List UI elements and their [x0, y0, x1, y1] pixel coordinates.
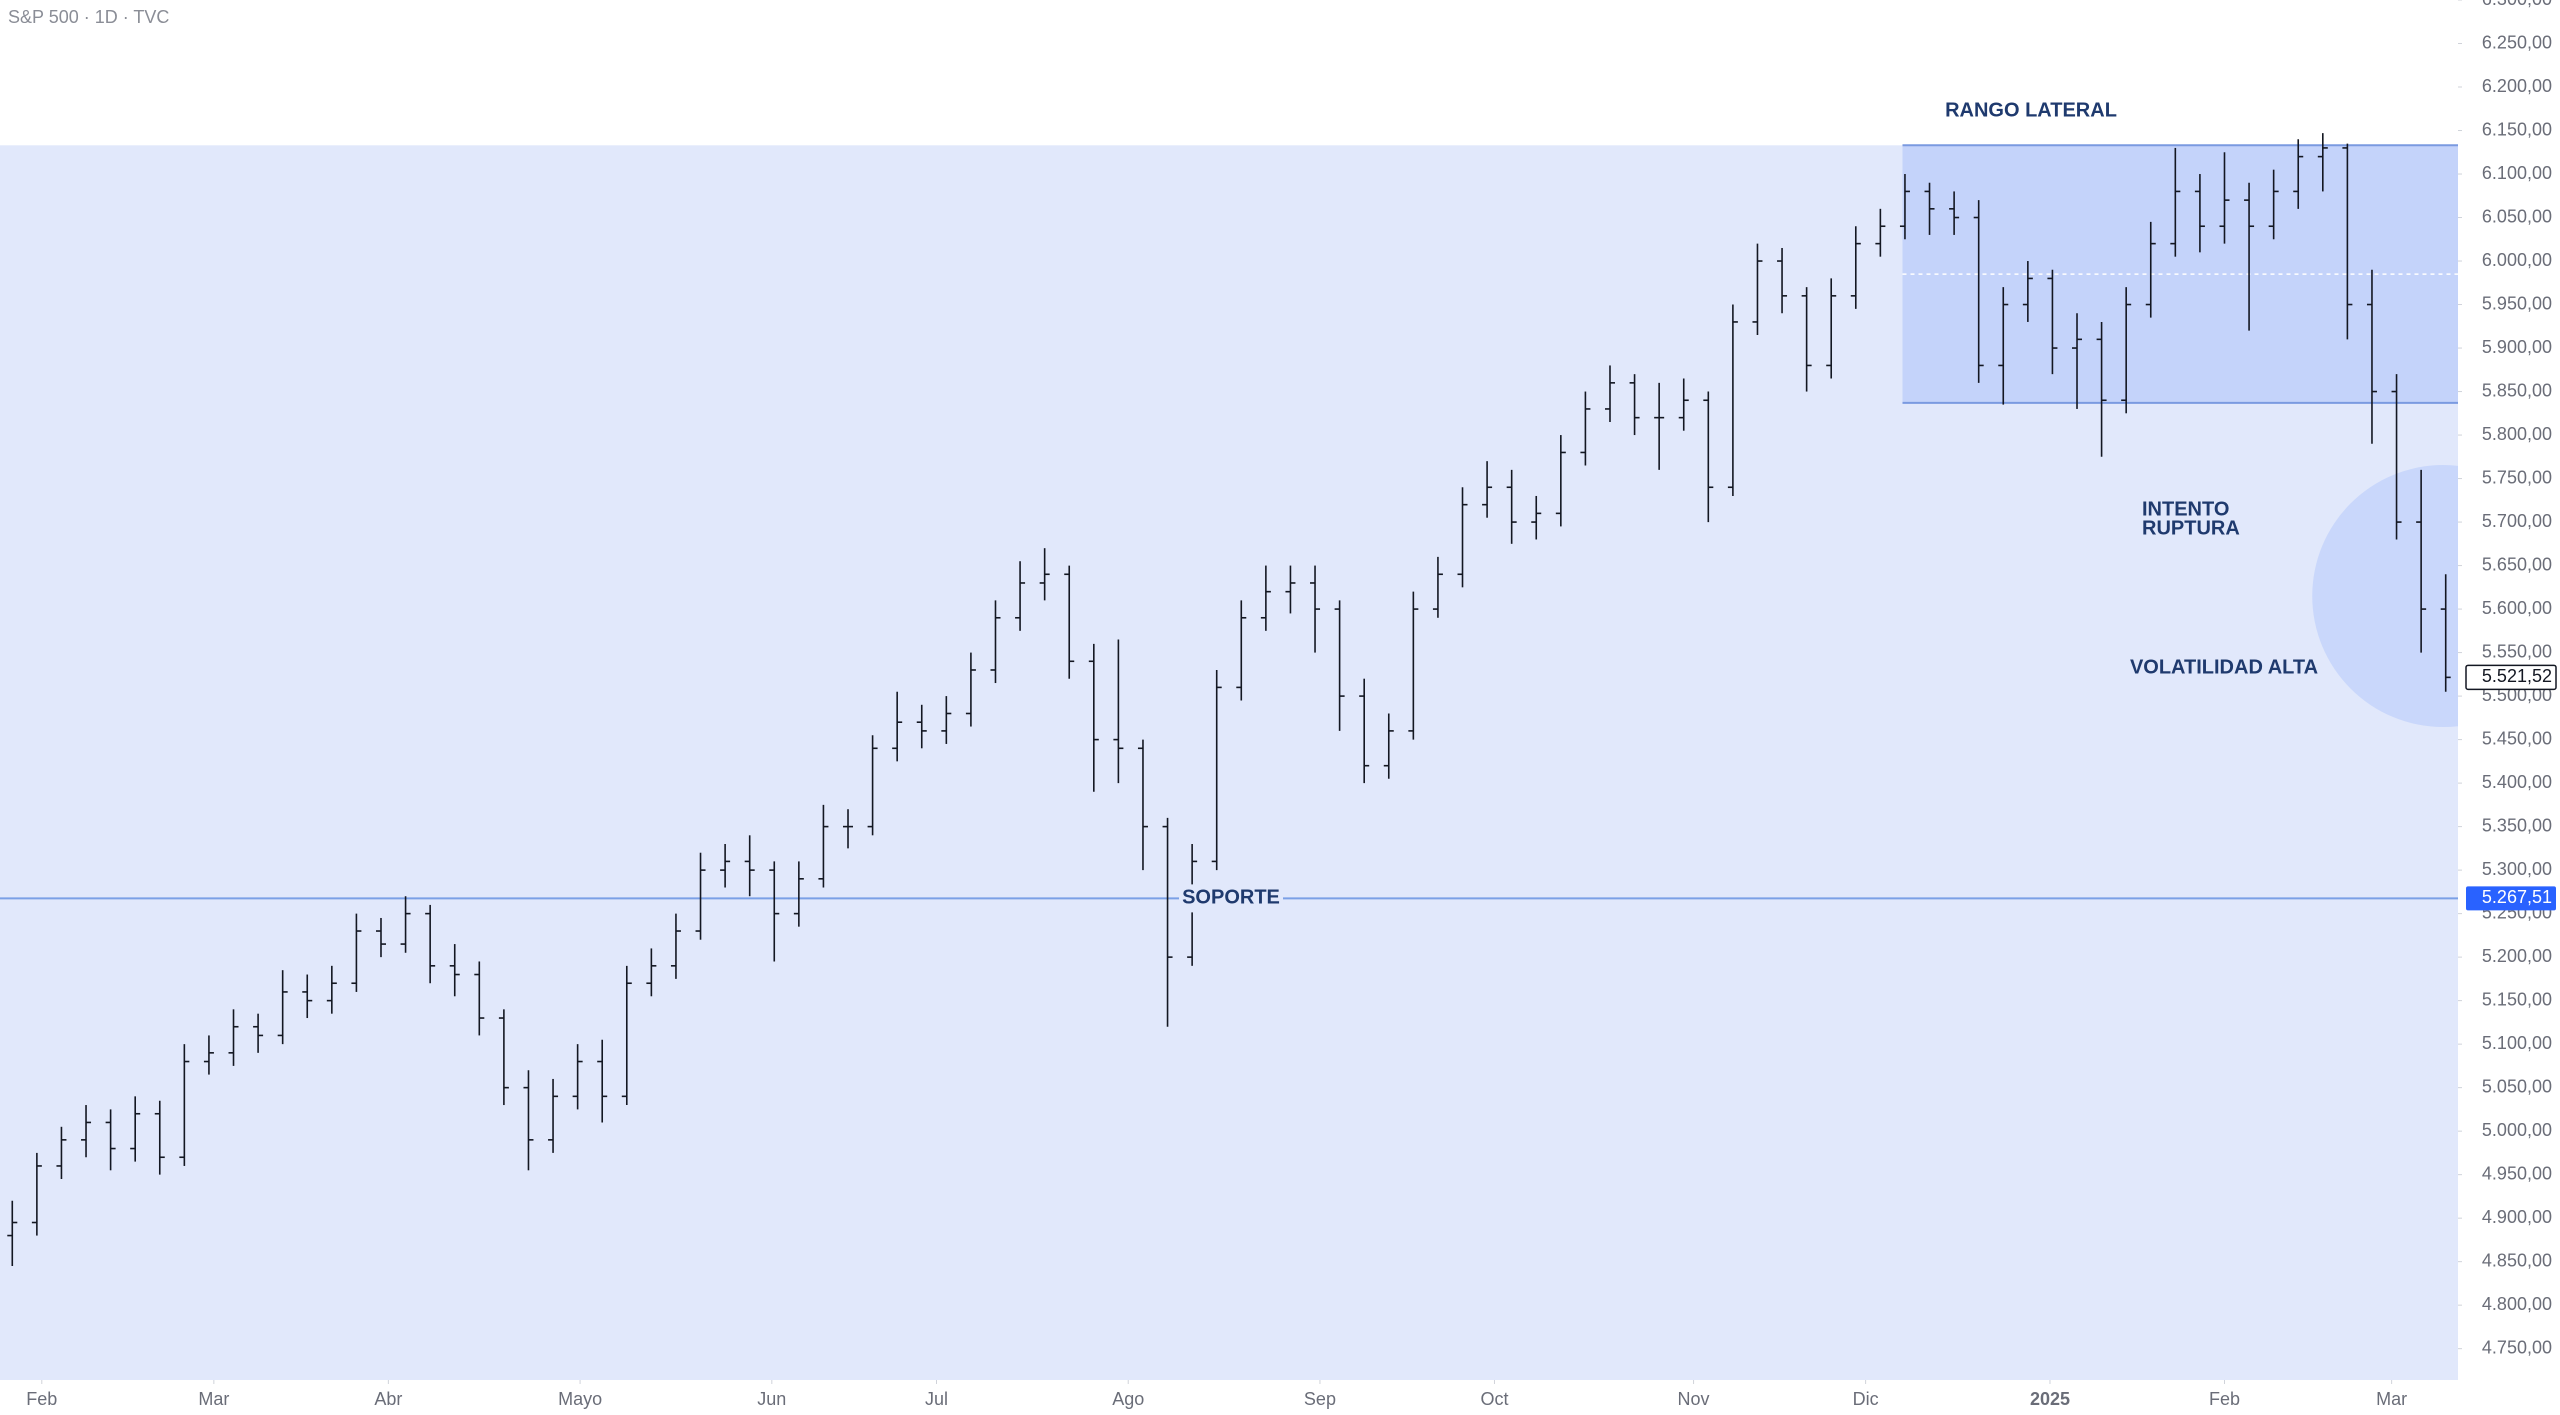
y-tick-label: 4.950,00 — [2482, 1163, 2552, 1183]
y-tick-label: 5.800,00 — [2482, 424, 2552, 444]
y-tick-label: 5.350,00 — [2482, 815, 2552, 835]
y-tick-label: 5.200,00 — [2482, 946, 2552, 966]
circle-label: VOLATILIDAD ALTA — [2130, 656, 2318, 678]
x-tick-label: Jul — [925, 1389, 948, 1409]
y-tick-label: 5.100,00 — [2482, 1033, 2552, 1053]
annotation: INTENTO — [2142, 498, 2229, 520]
y-tick-label: 5.400,00 — [2482, 772, 2552, 792]
y-tick-label: 6.150,00 — [2482, 119, 2552, 139]
y-tick-label: 4.750,00 — [2482, 1337, 2552, 1357]
x-tick-label: Abr — [374, 1389, 402, 1409]
x-tick-label: Jun — [757, 1389, 786, 1409]
x-tick-label: 2025 — [2030, 1389, 2070, 1409]
support-label: SOPORTE — [1182, 887, 1280, 909]
y-tick-label: 5.000,00 — [2482, 1120, 2552, 1140]
y-tick-label: 5.600,00 — [2482, 598, 2552, 618]
support-label-bg — [1179, 884, 1283, 913]
x-tick-label: Nov — [1678, 1389, 1710, 1409]
y-tick-label: 4.900,00 — [2482, 1207, 2552, 1227]
zones — [0, 144, 2458, 1380]
y-tick-label: 4.850,00 — [2482, 1250, 2552, 1270]
y-tick-label: 6.000,00 — [2482, 250, 2552, 270]
last-price-label: 5.521,52 — [2482, 666, 2552, 686]
y-tick-label: 6.200,00 — [2482, 76, 2552, 96]
y-tick-label: 5.750,00 — [2482, 467, 2552, 487]
y-tick-label: 5.450,00 — [2482, 728, 2552, 748]
x-tick-label: Oct — [1480, 1389, 1508, 1409]
zone — [1902, 145, 2458, 403]
overlays: RANGO LATERAL VOLATILIDAD ALTA INTENTORUPT… — [1179, 99, 2318, 913]
zone-label: RANGO LATERAL — [1945, 99, 2117, 121]
y-tick-label: 5.050,00 — [2482, 1076, 2552, 1096]
y-tick-label: 5.150,00 — [2482, 989, 2552, 1009]
bars — [7, 133, 2451, 1267]
x-tick-label: Mar — [198, 1389, 229, 1409]
x-tick-label: Sep — [1304, 1389, 1336, 1409]
support-price-label: 5.267,51 — [2482, 887, 2552, 907]
y-tick-label: 5.950,00 — [2482, 293, 2552, 313]
y-tick-label: 5.650,00 — [2482, 554, 2552, 574]
y-tick-label: 5.900,00 — [2482, 337, 2552, 357]
y-tick-label: 5.850,00 — [2482, 380, 2552, 400]
x-tick-label: Feb — [26, 1389, 57, 1409]
x-tick-label: Dic — [1853, 1389, 1879, 1409]
y-tick-label: 6.300,00 — [2482, 0, 2552, 9]
x-tick-label: Mar — [2376, 1389, 2407, 1409]
support-price-tag — [2466, 886, 2556, 911]
y-tick-label: 6.100,00 — [2482, 163, 2552, 183]
x-tick-label: Feb — [2209, 1389, 2240, 1409]
x-tick-label: Ago — [1112, 1389, 1144, 1409]
x-tick-label: Mayo — [558, 1389, 602, 1409]
y-tick-label: 4.800,00 — [2482, 1294, 2552, 1314]
y-tick-label: 5.550,00 — [2482, 641, 2552, 661]
y-tick-label: 6.050,00 — [2482, 206, 2552, 226]
y-tick-label: 5.300,00 — [2482, 859, 2552, 879]
chart-title: S&P 500 · 1D · TVC — [8, 7, 169, 27]
last-price-tag — [2465, 664, 2557, 691]
y-tick-label: 5.700,00 — [2482, 511, 2552, 531]
annotation: RUPTURA — [2142, 517, 2240, 539]
axes: 4.750,00 4.800,00 4.850,00 4.900,00 4.950,00… — [26, 0, 2557, 1409]
y-tick-label: 6.250,00 — [2482, 32, 2552, 52]
